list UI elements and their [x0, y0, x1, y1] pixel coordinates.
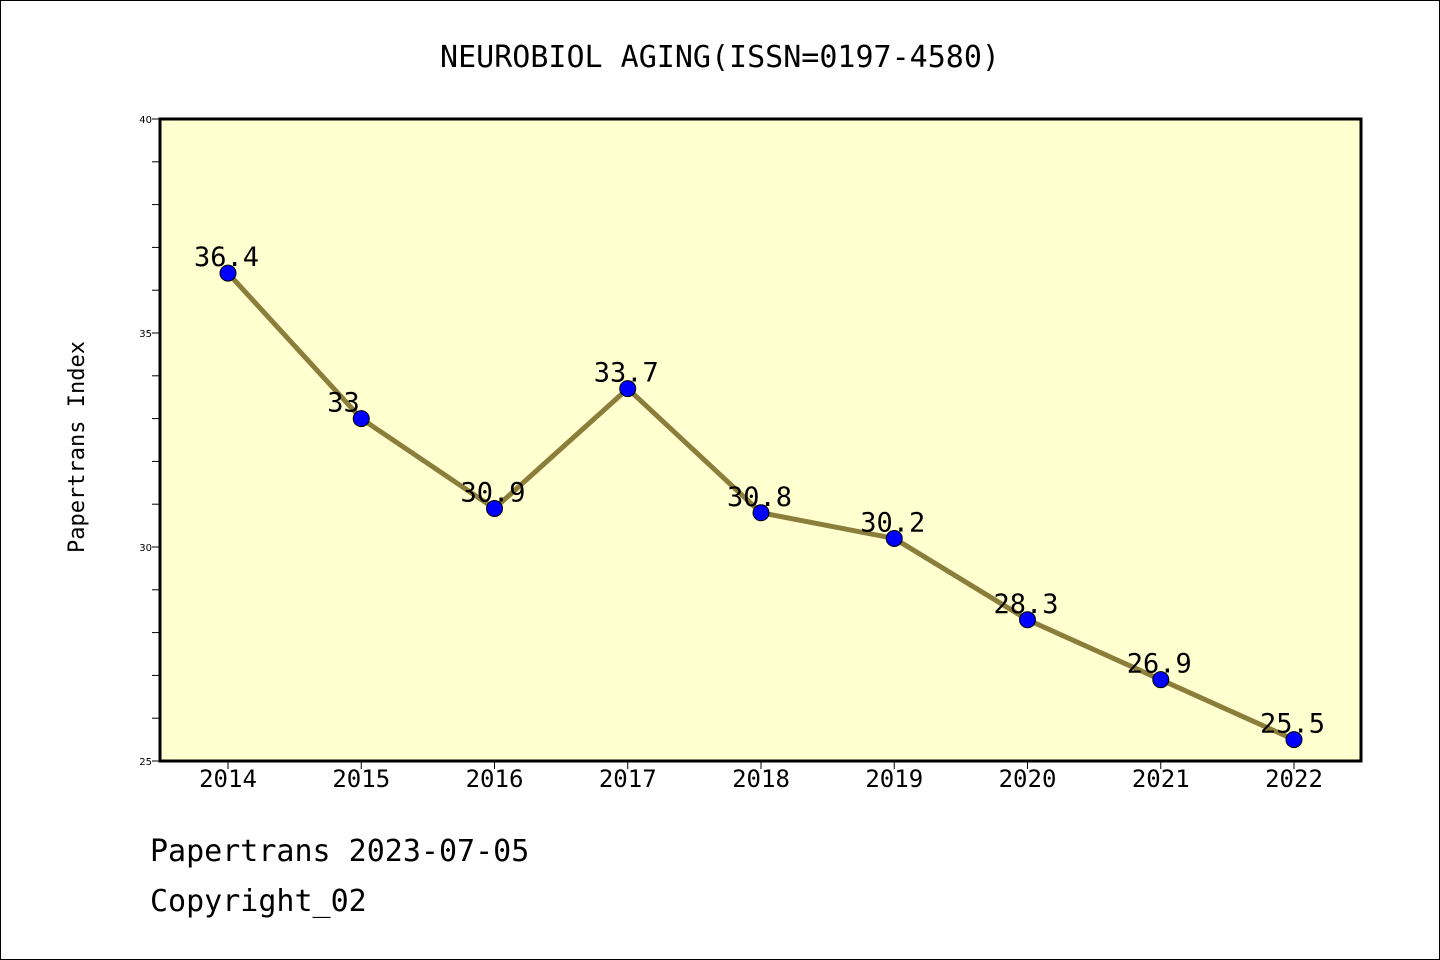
- footer-copyright: Copyright_02: [150, 884, 367, 919]
- data-label: 30.8: [727, 482, 792, 513]
- y-tick-label: 25: [139, 757, 152, 768]
- x-tick-label: 2019: [865, 765, 923, 793]
- data-label: 26.9: [1127, 649, 1192, 680]
- y-tick-label: 40: [139, 115, 152, 126]
- data-point: [486, 499, 503, 517]
- y-tick-label: 35: [139, 329, 152, 340]
- x-tick-label: 2017: [599, 765, 657, 793]
- x-tick-label: 2018: [732, 765, 790, 793]
- data-labels: 36.4 33 30.9 33.7 30.8 30.2 28.3 26.9 25.5: [194, 242, 1325, 740]
- x-axis: 2014 2015 2016 2017 2018 2019 2020 2021 2022: [199, 761, 1323, 793]
- data-point: [1285, 731, 1303, 749]
- data-point: [619, 380, 637, 398]
- data-point: [885, 529, 903, 547]
- data-point: [352, 410, 370, 428]
- data-point: [1152, 671, 1170, 689]
- chart-title: NEUROBIOL AGING(ISSN=0197-4580): [440, 40, 1000, 75]
- data-label: 30.2: [860, 507, 925, 538]
- data-label: 30.9: [461, 477, 526, 508]
- data-label: 25.5: [1260, 709, 1325, 740]
- data-point: [752, 504, 770, 522]
- x-tick-label: 2016: [466, 765, 524, 793]
- y-axis-label: Papertrans Index: [65, 341, 90, 553]
- x-tick-label: 2015: [332, 765, 390, 793]
- data-points: [219, 264, 1303, 749]
- data-label: 33: [327, 388, 360, 419]
- data-label: 33.7: [594, 358, 659, 389]
- x-tick-label: 2014: [199, 765, 257, 793]
- x-tick-label: 2020: [999, 765, 1057, 793]
- x-tick-label: 2022: [1265, 765, 1323, 793]
- data-point: [219, 264, 237, 282]
- data-point: [1019, 611, 1036, 629]
- data-label: 36.4: [194, 242, 259, 273]
- data-label: 28.3: [994, 589, 1059, 620]
- footer-date: Papertrans 2023-07-05: [150, 834, 530, 869]
- plot-area: [158, 117, 1363, 763]
- x-tick-label: 2021: [1132, 765, 1190, 793]
- y-axis: 25 30 35 40: [139, 115, 160, 768]
- y-tick-label: 30: [139, 543, 152, 554]
